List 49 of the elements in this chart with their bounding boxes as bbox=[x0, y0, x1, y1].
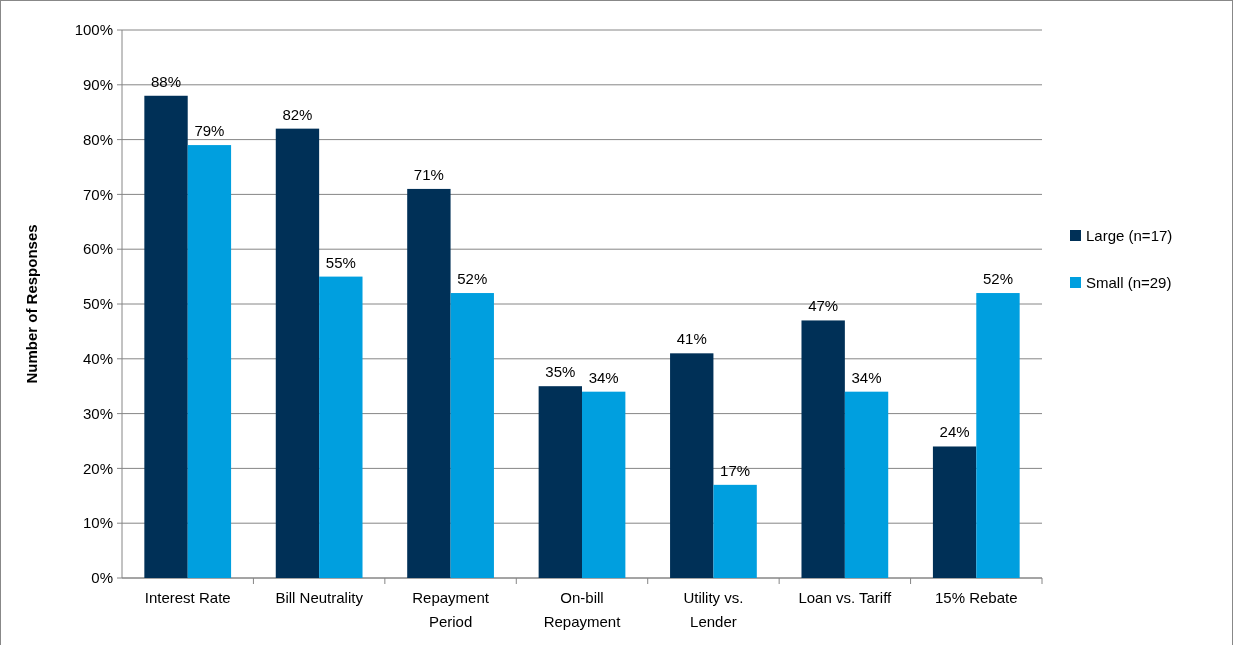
data-label: 41% bbox=[676, 330, 707, 348]
legend-label: Large (n=17) bbox=[1086, 227, 1173, 245]
y-tick-label: 70% bbox=[82, 185, 113, 203]
y-tick-label: 30% bbox=[82, 404, 113, 422]
legend-label: Small (n=29) bbox=[1086, 274, 1172, 292]
bar bbox=[844, 391, 889, 578]
bar bbox=[932, 446, 977, 578]
data-label: 71% bbox=[413, 165, 444, 183]
data-label: 17% bbox=[720, 461, 751, 479]
data-label: 79% bbox=[194, 122, 225, 140]
data-label: 88% bbox=[151, 72, 182, 90]
x-tick-label: Interest Rate bbox=[144, 589, 231, 606]
data-label: 82% bbox=[282, 105, 313, 123]
bar bbox=[582, 391, 626, 578]
data-label: 34% bbox=[851, 368, 882, 386]
y-tick-label: 60% bbox=[82, 240, 113, 258]
y-tick-label: 90% bbox=[82, 76, 113, 94]
bar bbox=[450, 293, 494, 578]
data-label: 34% bbox=[588, 368, 619, 386]
bar bbox=[407, 188, 451, 578]
y-tick-label: 40% bbox=[82, 350, 113, 368]
data-label: 52% bbox=[457, 270, 488, 288]
data-label: 47% bbox=[808, 297, 839, 315]
y-tick-label: 20% bbox=[82, 459, 113, 477]
data-label: 35% bbox=[545, 363, 576, 381]
x-tick-label: Loan vs. Tariff bbox=[798, 589, 893, 606]
y-tick-label: 10% bbox=[82, 514, 113, 532]
bar bbox=[801, 320, 845, 578]
bar bbox=[670, 353, 714, 578]
bar bbox=[319, 276, 363, 578]
y-tick-label: 100% bbox=[74, 21, 113, 39]
x-tick-label: 15% Rebate bbox=[935, 589, 1018, 606]
y-axis-title: Number of Responses bbox=[23, 224, 40, 384]
y-tick-label: 50% bbox=[82, 295, 113, 313]
data-label: 55% bbox=[325, 253, 356, 271]
bar bbox=[275, 128, 320, 578]
x-tick-label: On-bill Repayment bbox=[543, 589, 622, 630]
bar bbox=[187, 145, 232, 578]
y-tick-label: 80% bbox=[82, 130, 113, 148]
x-tick-label: Repayment Period bbox=[412, 589, 490, 630]
data-label: 52% bbox=[982, 270, 1013, 288]
y-tick-label: 0% bbox=[91, 569, 113, 587]
bar bbox=[976, 293, 1020, 578]
bar bbox=[713, 484, 757, 578]
bar bbox=[538, 386, 582, 578]
x-tick-label: Utility vs. Lender bbox=[683, 589, 744, 630]
data-label: 24% bbox=[939, 423, 970, 441]
x-tick-label: Bill Neutrality bbox=[275, 589, 364, 606]
bar bbox=[144, 95, 188, 578]
